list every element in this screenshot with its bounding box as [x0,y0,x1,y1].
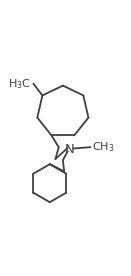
Text: N: N [65,143,75,156]
Text: H$_3$C: H$_3$C [8,77,31,91]
Text: CH$_3$: CH$_3$ [92,140,114,154]
